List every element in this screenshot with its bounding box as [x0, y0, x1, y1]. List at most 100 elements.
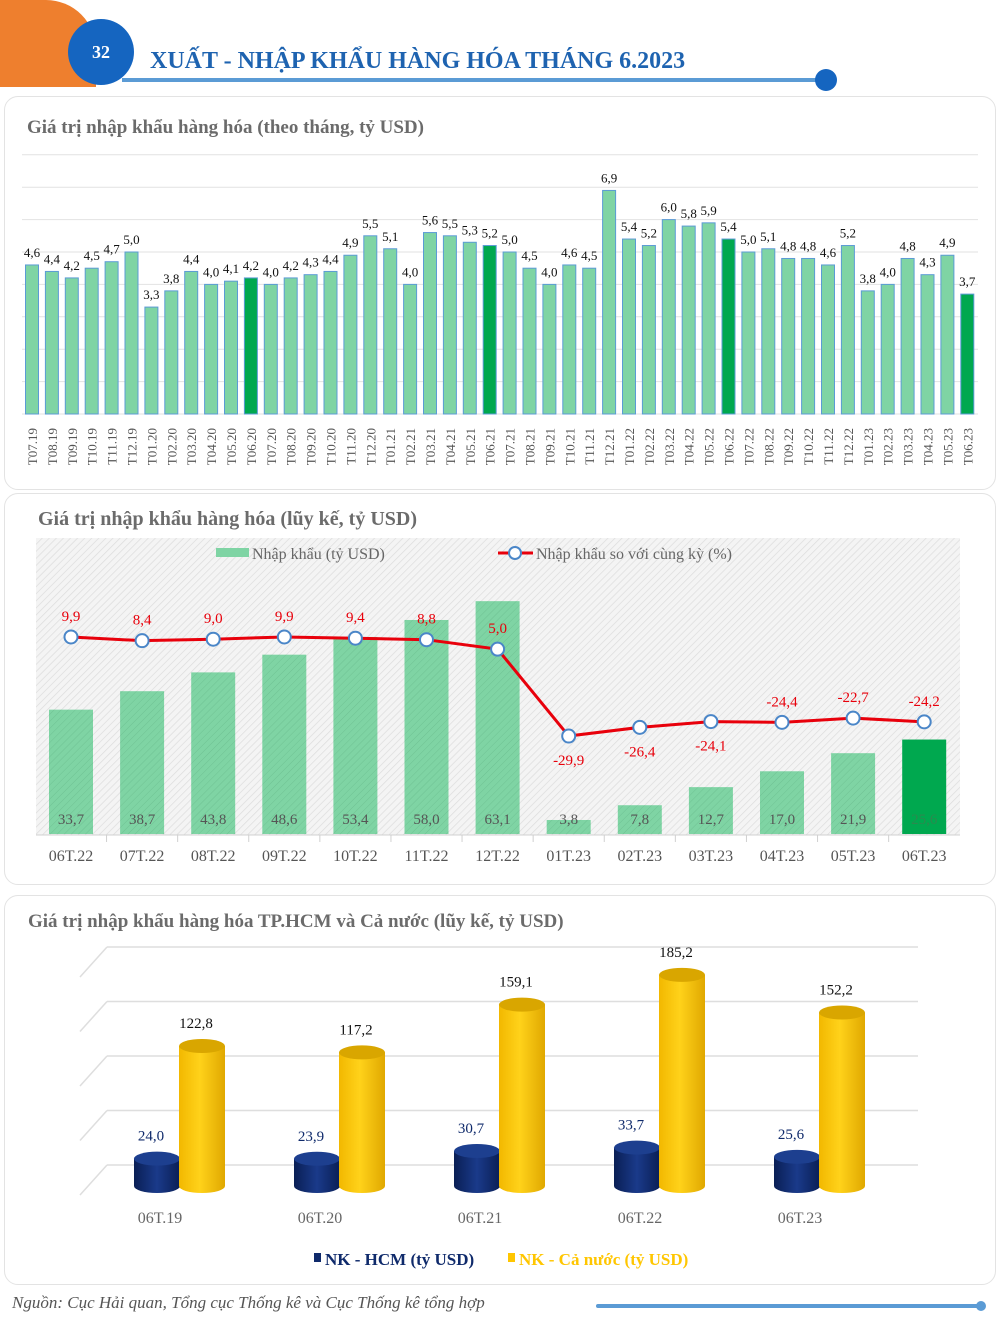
x-tick-label: 03T.23	[689, 848, 734, 865]
cylinder-country	[179, 1046, 225, 1193]
x-tick-label: T08.19	[45, 428, 60, 465]
x-tick-label: T03.20	[184, 428, 199, 465]
bar	[204, 283, 219, 415]
bar-value-label: 4,4	[183, 251, 200, 266]
bar-value-label: 4,4	[322, 251, 339, 266]
bar	[120, 691, 165, 834]
bar	[164, 290, 179, 415]
bar-value-label: 4,2	[243, 258, 259, 273]
x-tick-label: 12T.22	[475, 848, 520, 865]
bar-value-label: 4,3	[919, 255, 935, 270]
bar	[562, 264, 577, 415]
bar-value-label: 17,0	[769, 812, 795, 828]
x-tick-label: T09.21	[542, 428, 557, 465]
x-tick-label: T04.22	[682, 428, 697, 465]
bar-value-label: 58,0	[413, 812, 439, 828]
bar	[144, 306, 159, 415]
line-point	[63, 629, 79, 645]
bar-value-label: 4,0	[263, 264, 279, 279]
line-point	[632, 719, 648, 735]
bar-value-label: 4,5	[581, 248, 597, 263]
bar-value-label: 7,8	[630, 812, 649, 828]
x-tick-label: T07.19	[25, 428, 40, 465]
cylinder-hcm	[454, 1151, 500, 1193]
x-tick-label: T01.21	[383, 428, 398, 465]
x-tick-label: T08.21	[523, 428, 538, 465]
bar-value-label: 23,9	[298, 1129, 324, 1145]
x-tick-label: T02.20	[164, 428, 179, 465]
line-point	[419, 632, 434, 648]
page-number: 32	[92, 41, 110, 62]
x-tick-label: 06T.22	[618, 1210, 663, 1227]
bar	[482, 245, 497, 415]
bar	[902, 739, 947, 834]
bar	[522, 267, 537, 415]
bar	[84, 267, 99, 415]
x-tick-label: T02.23	[881, 428, 896, 465]
bar-value-label: 53,4	[342, 812, 369, 828]
bar-value-label: 4,6	[820, 245, 837, 260]
x-tick-label: T11.21	[582, 428, 597, 465]
bar	[860, 290, 875, 415]
line-value-label: 9,9	[62, 609, 81, 625]
x-tick-label: 05T.23	[831, 848, 876, 865]
x-tick-label: T05.21	[463, 428, 478, 465]
x-tick-label: T10.22	[801, 428, 816, 465]
x-tick-label: T03.23	[901, 428, 916, 465]
bar	[688, 787, 733, 834]
bar-value-label: 5,0	[740, 232, 756, 247]
bar	[104, 261, 119, 415]
legend-marker	[508, 546, 522, 560]
bar	[741, 251, 756, 415]
cylinder-top	[294, 1151, 340, 1166]
x-tick-label: 06T.23	[902, 848, 947, 865]
bar-value-label: 5,4	[621, 219, 638, 234]
legend-label: NK - HCM (tỷ USD)	[325, 1250, 474, 1269]
bar-value-label: 43,8	[200, 812, 226, 828]
bar	[25, 264, 39, 415]
bar-value-label: 63,1	[484, 812, 510, 828]
x-tick-label: T12.19	[125, 428, 140, 465]
bar	[442, 235, 457, 415]
line-value-label: 8,8	[417, 612, 436, 628]
bar	[840, 245, 855, 415]
bar	[582, 267, 597, 415]
cylinder-hcm	[294, 1158, 340, 1193]
bar	[243, 277, 258, 415]
cylinder-top	[774, 1149, 820, 1164]
cylinder-hcm	[614, 1147, 660, 1193]
x-tick-label: T02.21	[403, 428, 418, 465]
gridline-depth	[79, 1164, 108, 1196]
footer-line	[596, 1304, 980, 1308]
bar-value-label: 5,4	[720, 219, 737, 234]
bar-value-label: 5,1	[760, 229, 776, 244]
legend-label: NK - Cả nước (tỷ USD)	[519, 1250, 688, 1269]
line-value-label: 9,0	[204, 611, 223, 627]
cylinder-country	[339, 1052, 385, 1193]
x-tick-label: 07T.22	[120, 848, 165, 865]
bar-value-label: 5,2	[641, 226, 657, 241]
bar-value-label: 117,2	[339, 1022, 372, 1038]
line-value-label: 8,4	[133, 613, 152, 629]
bar-value-label: 3,7	[959, 274, 976, 289]
bar	[383, 248, 398, 415]
x-tick-label: 10T.22	[333, 848, 378, 865]
x-tick-label: T05.23	[940, 428, 955, 465]
x-tick-label: T06.21	[483, 428, 498, 465]
x-tick-label: T04.20	[204, 428, 219, 465]
x-tick-label: 11T.22	[405, 848, 449, 865]
bar	[44, 270, 59, 415]
x-tick-label: T12.21	[602, 428, 617, 465]
x-tick-label: T01.20	[144, 428, 159, 465]
line-value-label: -24,1	[695, 739, 726, 755]
line-point	[845, 710, 861, 726]
bar	[821, 264, 835, 415]
x-tick-label: T11.22	[821, 428, 836, 465]
bar-value-label: 159,1	[499, 975, 533, 991]
bar	[701, 222, 716, 415]
bar-value-label: 5,0	[123, 232, 139, 247]
x-tick-label: T03.22	[662, 428, 677, 465]
x-tick-label: 06T.23	[778, 1210, 823, 1227]
x-tick-label: T08.20	[284, 428, 299, 465]
